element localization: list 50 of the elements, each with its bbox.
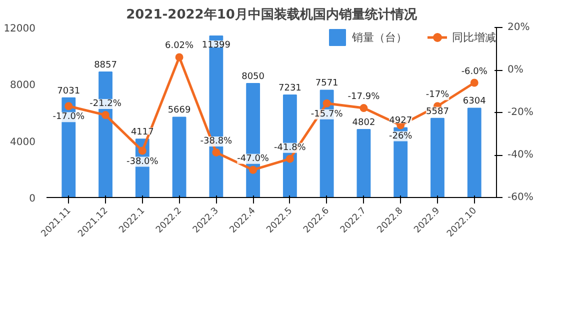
data-label: -38.0% (126, 156, 159, 167)
point (175, 53, 184, 62)
bar (467, 108, 482, 198)
data-label: 7571 (315, 78, 338, 89)
y-tick-label: 0 (29, 194, 36, 204)
data-label: 6304 (462, 96, 486, 107)
y2-tick-label: -60% (508, 192, 534, 203)
data-label: -17.9% (348, 92, 380, 102)
point (64, 102, 73, 110)
point (212, 148, 220, 156)
data-label: 4802 (352, 118, 376, 128)
data-label: -17.0% (52, 112, 85, 122)
data-label: -26% (388, 131, 413, 142)
data-label: -47.0% (237, 154, 270, 164)
data-label: -17% (426, 90, 450, 100)
y2-tick-label: 20% (508, 22, 530, 33)
y-tick-label: 8000 (10, 80, 36, 92)
data-label: 6.02% (164, 41, 194, 52)
data-label: 5587 (426, 106, 449, 117)
data-label: -21.2% (90, 99, 122, 110)
point (360, 104, 368, 112)
point (470, 78, 478, 87)
y2-tick-label: -20% (508, 107, 534, 118)
legend-label: 同比增减 (452, 30, 496, 44)
data-label: 4927 (389, 116, 412, 126)
data-label: 4117 (130, 128, 154, 138)
chart-title: 2021-2022年10月中国装载机国内销量统计情况 (126, 6, 418, 22)
data-label: -41.8% (274, 142, 306, 153)
data-label: 5669 (168, 106, 192, 116)
data-label: 8050 (242, 72, 265, 82)
legend-label: 销量（台） (352, 30, 407, 44)
point (286, 154, 294, 163)
bar (430, 118, 444, 198)
data-label: 11399 (202, 40, 231, 51)
data-label: -6.0% (461, 66, 488, 77)
point (102, 111, 110, 120)
y2-tick-label: -40% (508, 150, 534, 160)
data-label: -15.7% (310, 109, 344, 120)
data-label: -38.8% (200, 136, 233, 146)
point (322, 99, 331, 108)
y2-tick-label: 0% (508, 64, 524, 76)
point (138, 146, 146, 155)
y-tick-label: 12000 (4, 24, 36, 34)
y-tick-label: 4000 (10, 136, 36, 148)
point (249, 166, 258, 174)
data-label: 7031 (57, 86, 80, 96)
bar (172, 116, 186, 198)
bar (356, 128, 371, 198)
data-label: 8857 (94, 60, 117, 71)
data-label: 7231 (278, 84, 302, 94)
